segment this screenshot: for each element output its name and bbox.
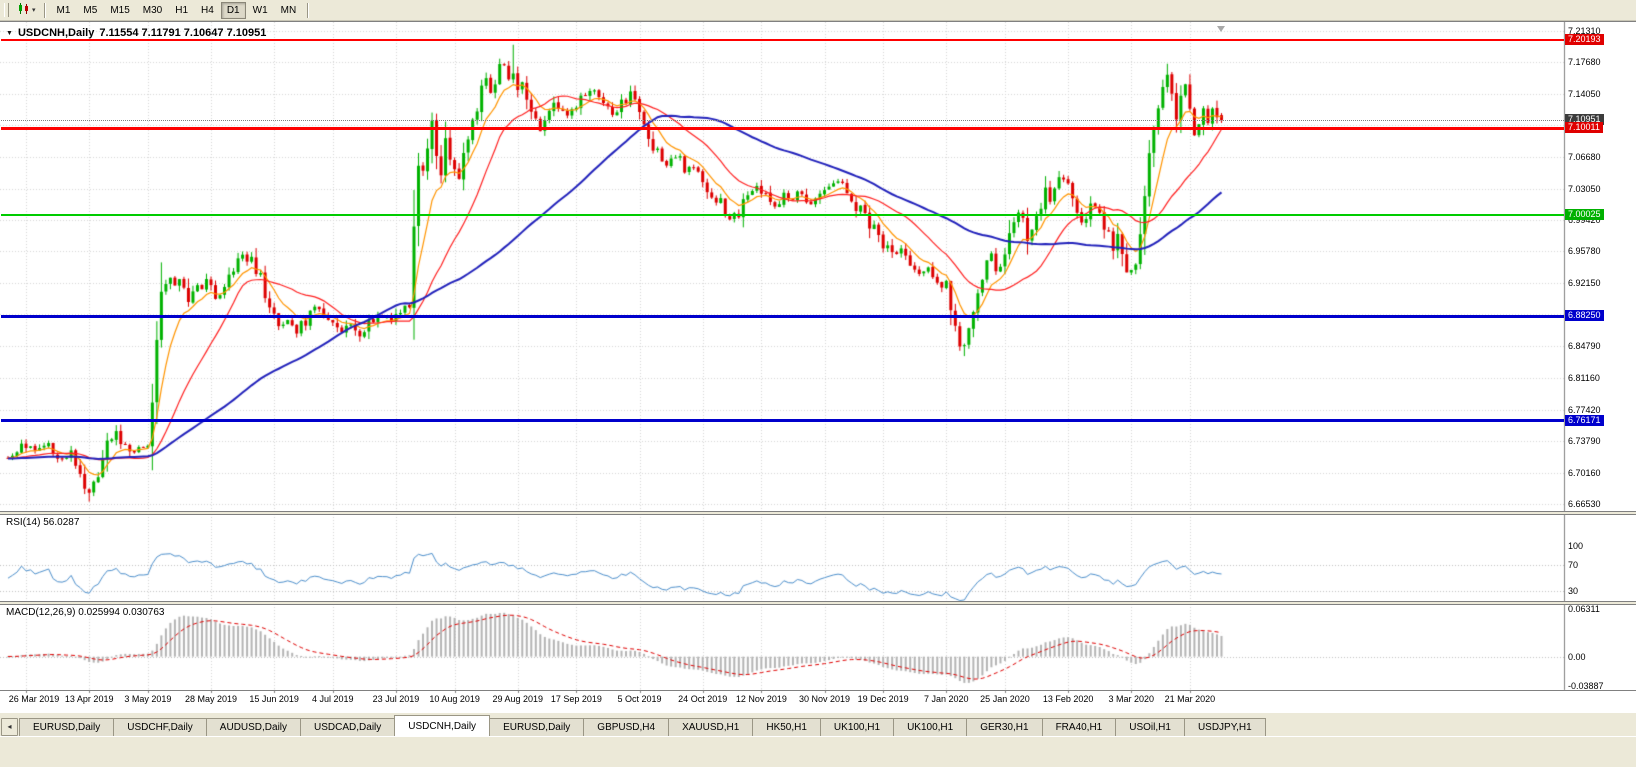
current-price-line[interactable] [1, 120, 1564, 121]
tab-fra40-h1[interactable]: FRA40,H1 [1041, 718, 1117, 736]
collapse-triangle-icon[interactable]: ▼ [6, 29, 13, 37]
tab-xauusd-h1[interactable]: XAUUSD,H1 [668, 718, 754, 736]
timeframe-button-h1[interactable]: H1 [169, 2, 194, 19]
resistance-line-upper[interactable] [1, 39, 1564, 41]
chart-shift-marker-icon [1217, 26, 1225, 32]
support-line-blue-upper[interactable] [1, 315, 1564, 318]
status-bar [0, 736, 1636, 767]
timeframe-button-m15[interactable]: M15 [104, 2, 135, 19]
chart-tabs-bar: ◂ EURUSD,Daily USDCHF,Daily AUDUSD,Daily US… [0, 712, 1636, 736]
chart-type-button[interactable]: ▾ [14, 2, 39, 19]
tab-eurusd-daily[interactable]: EURUSD,Daily [489, 718, 585, 736]
resistance-line-mid[interactable] [1, 127, 1564, 130]
tab-audusd-daily[interactable]: AUDUSD,Daily [205, 718, 302, 736]
chart-window: ▼ USDCNH,Daily 7.11554 7.11791 7.10647 7… [0, 21, 1636, 712]
candlestick-chart-icon [17, 2, 30, 18]
tab-uk100-h1[interactable]: UK100,H1 [893, 718, 968, 736]
macd-indicator-title: MACD(12,26,9) 0.025994 0.030763 [6, 607, 165, 618]
tab-usdjpy-h1[interactable]: USDJPY,H1 [1183, 718, 1266, 736]
toolbar-separator [43, 2, 46, 18]
support-line-blue-lower[interactable] [1, 419, 1564, 422]
tab-usdcnh-daily[interactable]: USDCNH,Daily [394, 715, 491, 736]
tab-gbpusd-h4[interactable]: GBPUSD,H4 [583, 718, 670, 736]
tab-ger30-h1[interactable]: GER30,H1 [966, 718, 1043, 736]
chart-tabs: EURUSD,Daily USDCHF,Daily AUDUSD,Daily USDC… [19, 715, 1266, 736]
rsi-indicator-title: RSI(14) 56.0287 [6, 517, 80, 528]
timeframe-button-m5[interactable]: M5 [77, 2, 103, 19]
chart-ohlc-values: 7.11554 7.11791 7.10647 7.10951 [99, 27, 267, 39]
tab-usoil-h1[interactable]: USOil,H1 [1115, 718, 1185, 736]
panel-separator[interactable] [0, 511, 1636, 515]
timeframe-button-mn[interactable]: MN [275, 2, 303, 19]
timeframe-button-d1[interactable]: D1 [220, 1, 246, 19]
chart-title: ▼ USDCNH,Daily 7.11554 7.11791 7.10647 7… [6, 27, 266, 39]
tab-usdcad-daily[interactable]: USDCAD,Daily [300, 718, 396, 736]
timeframe-button-m1[interactable]: M1 [51, 2, 77, 19]
tab-uk100-h1[interactable]: UK100,H1 [819, 718, 895, 736]
panel-separator[interactable] [0, 601, 1636, 605]
toolbar-grip[interactable] [4, 3, 9, 17]
toolbar-separator [307, 2, 310, 18]
tabs-scroll-left-button[interactable]: ◂ [1, 718, 18, 736]
tab-usdchf-daily[interactable]: USDCHF,Daily [113, 718, 207, 736]
tab-hk50-h1[interactable]: HK50,H1 [752, 718, 821, 736]
timeframe-button-h4[interactable]: H4 [195, 2, 220, 19]
chart-canvas[interactable] [0, 22, 1636, 712]
chevron-down-icon: ▾ [32, 7, 36, 14]
tab-eurusd-daily[interactable]: EURUSD,Daily [19, 718, 115, 736]
support-line-green[interactable] [1, 214, 1564, 216]
time-axis-separator [0, 690, 1636, 691]
timeframe-button-m30[interactable]: M30 [137, 2, 168, 19]
timeframes-toolbar: ▾ M1 M5 M15 M30 H1 H4 D1 W1 MN [0, 0, 1636, 21]
chart-symbol-period: USDCNH,Daily [17, 27, 95, 39]
timeframe-button-w1[interactable]: W1 [247, 2, 274, 19]
